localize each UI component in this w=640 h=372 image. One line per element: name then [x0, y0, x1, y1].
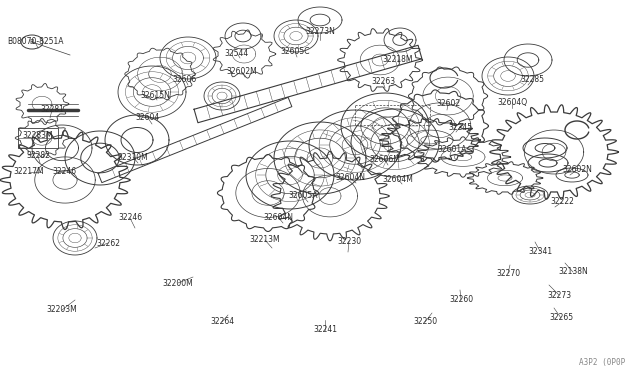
- Text: 32241: 32241: [313, 326, 337, 334]
- Text: 32273: 32273: [547, 291, 571, 299]
- Text: 32310M: 32310M: [118, 153, 148, 161]
- Text: 32605A: 32605A: [288, 192, 317, 201]
- Text: 32250: 32250: [413, 317, 437, 327]
- Text: 32544: 32544: [225, 48, 249, 58]
- Text: 32245: 32245: [448, 122, 472, 131]
- Text: 32262: 32262: [96, 238, 120, 247]
- Text: 32604M: 32604M: [383, 174, 413, 183]
- Text: 32615N: 32615N: [140, 90, 170, 99]
- Text: 32273N: 32273N: [305, 28, 335, 36]
- Text: 32602N: 32602N: [562, 166, 592, 174]
- Text: 32203M: 32203M: [47, 305, 77, 314]
- Text: 32602: 32602: [436, 99, 460, 109]
- Text: 32604N: 32604N: [335, 173, 365, 183]
- Text: 32260: 32260: [449, 295, 473, 305]
- Text: 32264: 32264: [210, 317, 234, 327]
- Text: 32263: 32263: [371, 77, 395, 87]
- Text: 32270: 32270: [496, 269, 520, 278]
- Text: 32200M: 32200M: [163, 279, 193, 288]
- Text: 32265: 32265: [549, 314, 573, 323]
- Text: B08070-8251A: B08070-8251A: [7, 38, 63, 46]
- Text: 32217M: 32217M: [13, 167, 44, 176]
- Text: 32606: 32606: [173, 74, 197, 83]
- Text: 32606M: 32606M: [369, 155, 401, 164]
- Text: A3P2 (0P0P: A3P2 (0P0P: [579, 358, 625, 367]
- Text: 32281: 32281: [40, 106, 64, 115]
- Text: 32222: 32222: [550, 198, 574, 206]
- Text: 32604N: 32604N: [263, 212, 293, 221]
- Text: B: B: [29, 39, 35, 45]
- Text: 32602M: 32602M: [227, 67, 257, 77]
- Text: 32605C: 32605C: [280, 48, 310, 57]
- Text: 32341: 32341: [528, 247, 552, 256]
- Text: 32604Q: 32604Q: [497, 97, 527, 106]
- Text: 32246: 32246: [118, 214, 142, 222]
- Text: 32601A: 32601A: [437, 144, 467, 154]
- Text: 32230: 32230: [337, 237, 361, 246]
- Text: 32213M: 32213M: [250, 235, 280, 244]
- Text: 32282: 32282: [26, 151, 50, 160]
- Text: 32246: 32246: [52, 167, 76, 176]
- Text: 32604: 32604: [136, 113, 160, 122]
- Text: 32285: 32285: [520, 76, 544, 84]
- Text: 32138N: 32138N: [558, 267, 588, 276]
- Text: 32283M: 32283M: [22, 131, 53, 141]
- Text: 32218M: 32218M: [383, 55, 413, 64]
